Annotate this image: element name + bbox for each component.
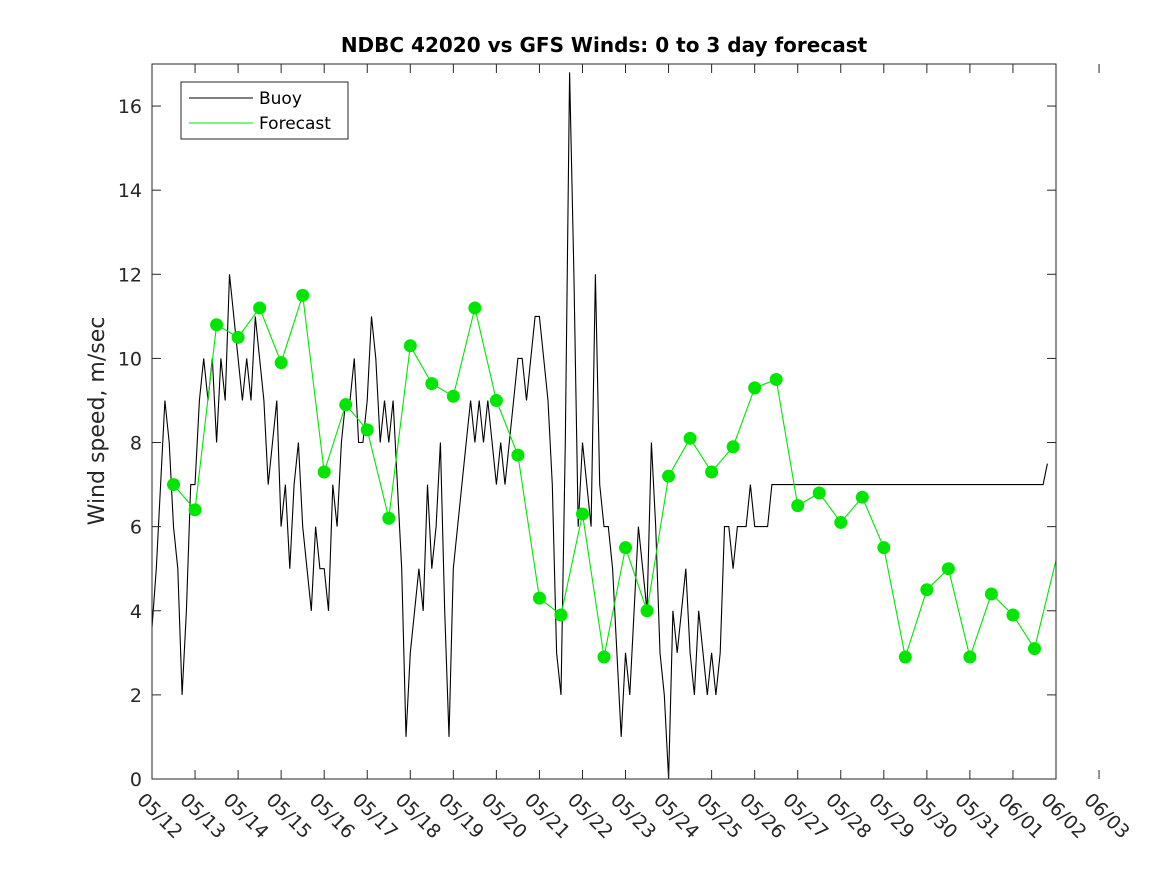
series-layer [151, 72, 1057, 780]
x-tick-label: 05/13 [176, 789, 230, 843]
x-tick-label: 05/12 [132, 789, 186, 843]
forecast-marker [1006, 608, 1020, 622]
chart-title: NDBC 42020 vs GFS Winds: 0 to 3 day fore… [341, 33, 868, 57]
y-tick-label: 10 [118, 348, 142, 370]
legend-forecast-label: Forecast [259, 114, 331, 134]
forecast-marker [317, 465, 331, 479]
x-tick-label: 05/21 [520, 789, 574, 843]
x-tick-label: 05/30 [907, 789, 961, 843]
y-axis-label: Wind speed, m/sec [85, 317, 110, 526]
forecast-marker [597, 650, 611, 664]
buoy-series-line [151, 72, 1048, 780]
x-tick-label: 05/18 [391, 789, 445, 843]
x-tick-label: 05/27 [778, 789, 832, 843]
marker-layer [167, 288, 1041, 664]
forecast-marker [726, 440, 740, 454]
plot-frame [151, 63, 1057, 780]
forecast-marker [1027, 642, 1041, 656]
x-tick-label: 05/24 [649, 789, 703, 843]
x-tick-label: 05/31 [950, 789, 1004, 843]
x-tick-label: 05/16 [305, 789, 359, 843]
forecast-marker [683, 431, 697, 445]
forecast-marker [791, 499, 805, 513]
forecast-marker [984, 587, 998, 601]
x-tick-label: 06/03 [1080, 789, 1134, 843]
y-tick-label: 12 [118, 264, 142, 286]
forecast-marker [748, 381, 762, 395]
y-tick-label: 4 [130, 601, 142, 623]
forecast-marker [877, 541, 891, 555]
forecast-marker [511, 448, 525, 462]
forecast-series-line [173, 295, 1057, 659]
forecast-marker [619, 541, 633, 555]
forecast-marker [403, 339, 417, 353]
legend-buoy-label: Buoy [259, 89, 302, 109]
forecast-marker [231, 330, 245, 344]
forecast-marker [554, 608, 568, 622]
legend: Buoy Forecast [180, 81, 349, 140]
forecast-marker [360, 423, 374, 437]
forecast-marker [253, 301, 267, 315]
x-tick-label: 05/23 [606, 789, 660, 843]
forecast-marker [446, 389, 460, 403]
forecast-marker [705, 465, 719, 479]
forecast-marker [855, 490, 869, 504]
x-tick-label: 05/22 [563, 789, 617, 843]
forecast-marker [167, 478, 181, 492]
x-tick-label: 05/14 [219, 789, 273, 843]
plot-background [152, 64, 1056, 779]
forecast-marker [274, 356, 288, 370]
x-tick-label: 05/29 [864, 789, 918, 843]
forecast-marker [575, 507, 589, 521]
forecast-marker [532, 591, 546, 605]
forecast-marker [920, 583, 934, 597]
x-tick-label: 05/15 [262, 789, 316, 843]
forecast-marker [210, 318, 224, 332]
x-tick-label: 05/26 [735, 789, 789, 843]
y-tick-label: 0 [130, 769, 142, 791]
forecast-marker [662, 469, 676, 483]
forecast-marker [941, 562, 955, 576]
forecast-marker [640, 604, 654, 618]
forecast-marker [188, 503, 202, 517]
forecast-marker [898, 650, 912, 664]
x-tick-label: 06/02 [1036, 789, 1090, 843]
forecast-marker [834, 515, 848, 529]
forecast-marker [812, 486, 826, 500]
forecast-marker [382, 511, 396, 525]
forecast-marker [339, 398, 353, 412]
forecast-marker [468, 301, 482, 315]
y-tick-label: 14 [118, 180, 142, 202]
y-tick-label: 8 [130, 433, 142, 455]
x-tick-label: 05/17 [348, 789, 402, 843]
y-tick-label: 6 [130, 517, 142, 539]
forecast-marker [425, 377, 439, 391]
x-tick-label: 06/01 [993, 789, 1047, 843]
x-tick-label: 05/20 [477, 789, 531, 843]
forecast-marker [296, 288, 310, 302]
y-tick-label: 2 [130, 685, 142, 707]
x-tick-label: 05/25 [692, 789, 746, 843]
legend-box [180, 81, 349, 140]
forecast-marker [769, 372, 783, 386]
y-tick-label: 16 [118, 96, 142, 118]
forecast-marker [489, 393, 503, 407]
y-axis-ticks: 0 2 4 6 8 10 12 14 16 [118, 96, 1056, 791]
forecast-marker [963, 650, 977, 664]
x-tick-label: 05/28 [821, 789, 875, 843]
x-tick-label: 05/19 [434, 789, 488, 843]
